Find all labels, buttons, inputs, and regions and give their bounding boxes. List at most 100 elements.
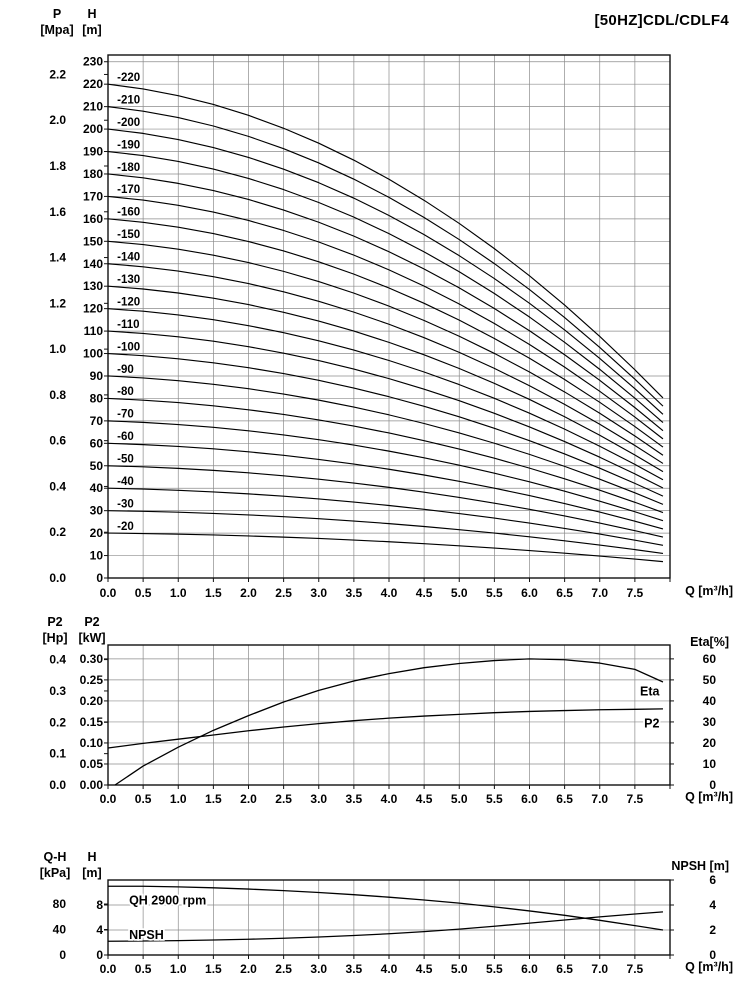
axis-header-line: [kW]	[78, 631, 106, 645]
svg-text:-50: -50	[117, 454, 134, 466]
svg-text:0.0: 0.0	[100, 586, 117, 600]
svg-text:4.5: 4.5	[416, 586, 433, 600]
svg-text:5.0: 5.0	[451, 792, 468, 806]
svg-text:-200: -200	[117, 117, 140, 129]
svg-text:1.6: 1.6	[49, 205, 66, 219]
svg-text:1.4: 1.4	[49, 251, 66, 265]
svg-text:220: 220	[83, 77, 103, 91]
svg-text:130: 130	[83, 279, 103, 293]
svg-text:0: 0	[96, 948, 103, 962]
svg-text:4: 4	[709, 898, 716, 912]
svg-text:1.5: 1.5	[205, 586, 222, 600]
svg-text:80: 80	[53, 897, 67, 911]
svg-text:-60: -60	[117, 431, 134, 443]
svg-text:0.15: 0.15	[80, 715, 104, 729]
svg-text:0.25: 0.25	[80, 673, 104, 687]
svg-text:-20: -20	[117, 521, 134, 533]
svg-text:3.5: 3.5	[346, 586, 363, 600]
svg-text:-90: -90	[117, 364, 134, 376]
svg-text:1.0: 1.0	[49, 342, 66, 356]
svg-text:5.0: 5.0	[451, 586, 468, 600]
svg-text:50: 50	[90, 459, 104, 473]
svg-text:QH 2900 rpm: QH 2900 rpm	[129, 894, 206, 908]
svg-text:3.0: 3.0	[310, 962, 327, 976]
svg-text:4.5: 4.5	[416, 792, 433, 806]
svg-text:40: 40	[53, 923, 67, 937]
axis-header-line: [m]	[82, 866, 102, 880]
svg-text:0.05: 0.05	[80, 757, 104, 771]
svg-text:-130: -130	[117, 274, 140, 286]
svg-text:1.0: 1.0	[170, 792, 187, 806]
svg-text:7.5: 7.5	[627, 792, 644, 806]
svg-text:90: 90	[90, 369, 104, 383]
svg-text:160: 160	[83, 212, 103, 226]
svg-text:6.0: 6.0	[521, 586, 538, 600]
svg-text:2: 2	[709, 923, 716, 937]
axis-header-head-m: H [m]	[76, 6, 108, 38]
axis-header-head-m-bottom: H [m]	[76, 849, 108, 881]
svg-text:200: 200	[83, 122, 103, 136]
svg-text:4.0: 4.0	[381, 586, 398, 600]
svg-text:210: 210	[83, 100, 103, 114]
svg-text:3.0: 3.0	[310, 586, 327, 600]
svg-text:7.5: 7.5	[627, 586, 644, 600]
svg-text:0.4: 0.4	[49, 653, 66, 667]
svg-text:170: 170	[83, 189, 103, 203]
svg-text:6.5: 6.5	[556, 586, 573, 600]
svg-text:0.30: 0.30	[80, 652, 104, 666]
x-axis-unit-label: Q [m³/h]	[685, 960, 733, 974]
svg-text:4: 4	[96, 923, 103, 937]
axis-header-line: H	[87, 850, 97, 864]
svg-text:190: 190	[83, 145, 103, 159]
svg-text:110: 110	[84, 324, 104, 338]
svg-text:0.5: 0.5	[135, 962, 152, 976]
svg-text:40: 40	[703, 694, 717, 708]
svg-text:60: 60	[703, 652, 717, 666]
svg-text:2.5: 2.5	[275, 586, 292, 600]
axis-header-line: [Hp]	[42, 631, 68, 645]
svg-text:Eta: Eta	[640, 685, 661, 699]
svg-text:1.5: 1.5	[205, 962, 222, 976]
svg-text:0.10: 0.10	[80, 736, 104, 750]
svg-text:6: 6	[709, 873, 716, 887]
svg-text:30: 30	[90, 504, 104, 518]
svg-text:-110: -110	[117, 319, 139, 331]
svg-text:-120: -120	[117, 296, 140, 308]
axis-header-line: [Mpa]	[40, 23, 74, 37]
svg-text:-30: -30	[117, 498, 134, 510]
svg-text:50: 50	[703, 673, 717, 687]
svg-text:10: 10	[703, 757, 717, 771]
svg-text:1.2: 1.2	[49, 296, 66, 310]
svg-text:0.0: 0.0	[49, 778, 66, 792]
svg-text:150: 150	[83, 234, 103, 248]
svg-text:5.0: 5.0	[451, 962, 468, 976]
svg-text:-80: -80	[117, 386, 134, 398]
svg-text:0.0: 0.0	[100, 962, 117, 976]
svg-text:20: 20	[90, 526, 104, 540]
svg-text:0.20: 0.20	[80, 694, 104, 708]
svg-text:-170: -170	[117, 184, 140, 196]
svg-text:3.5: 3.5	[346, 962, 363, 976]
svg-text:1.8: 1.8	[49, 159, 66, 173]
svg-text:0.4: 0.4	[49, 479, 66, 493]
svg-text:5.5: 5.5	[486, 962, 503, 976]
x-axis-unit-label: Q [m³/h]	[685, 584, 733, 598]
svg-text:140: 140	[83, 257, 103, 271]
svg-text:20: 20	[703, 736, 717, 750]
svg-text:-70: -70	[117, 409, 134, 421]
svg-text:180: 180	[83, 167, 103, 181]
svg-text:7.0: 7.0	[591, 962, 608, 976]
axis-header-line: P	[52, 7, 62, 21]
axis-header-line: Q-H	[43, 850, 67, 864]
axis-header-line: [m]	[82, 23, 102, 37]
svg-text:10: 10	[90, 549, 104, 563]
svg-text:-190: -190	[117, 139, 140, 151]
axis-header-line: H	[87, 7, 97, 21]
svg-text:-220: -220	[117, 72, 140, 84]
svg-text:-100: -100	[117, 341, 140, 353]
svg-text:40: 40	[90, 481, 104, 495]
svg-text:2.2: 2.2	[49, 67, 66, 81]
svg-text:2.5: 2.5	[275, 962, 292, 976]
svg-text:0: 0	[709, 778, 716, 792]
